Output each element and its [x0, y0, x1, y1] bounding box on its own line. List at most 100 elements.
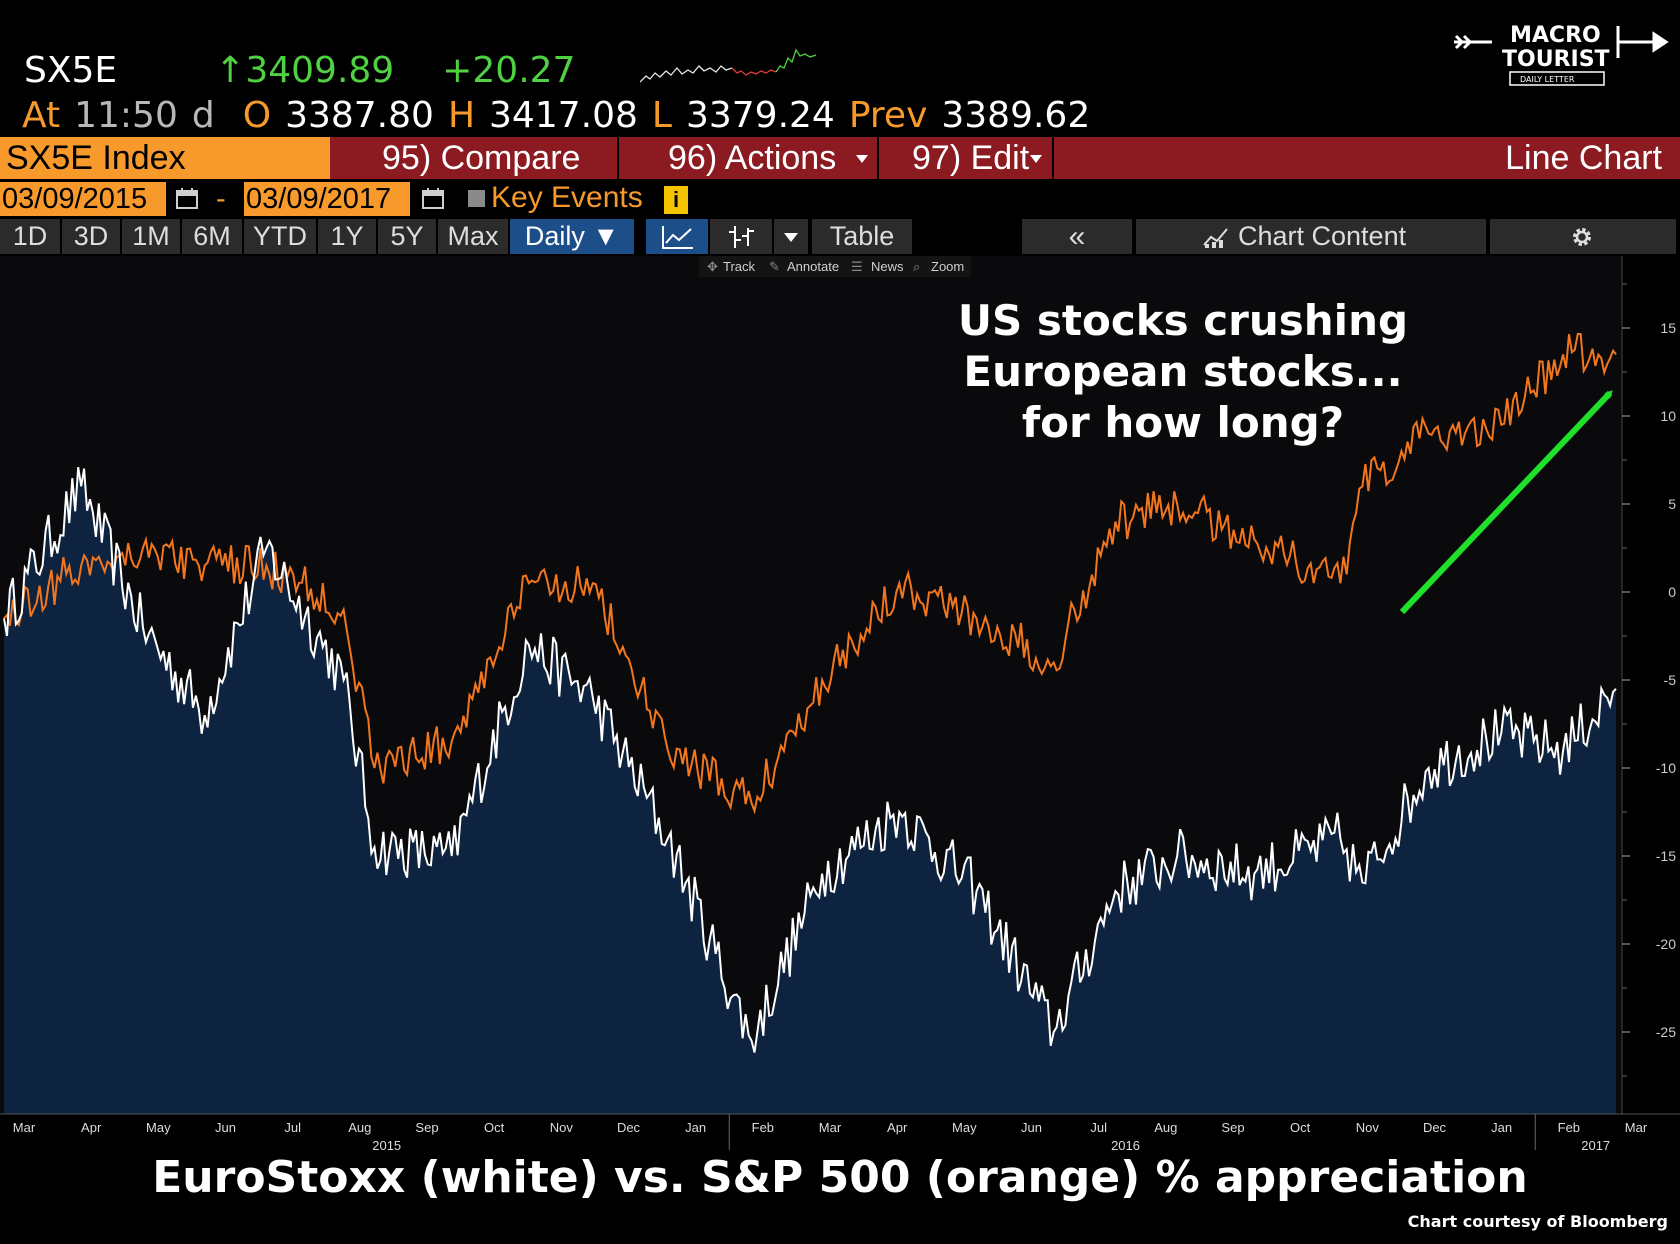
x-tick-label: Sep	[415, 1120, 438, 1135]
logo-line-1: MACRO	[1510, 23, 1601, 48]
x-axis: Mar Apr May Jun Jul Aug Sep Oct Nov Dec Jan Feb Mar A…	[0, 1113, 1680, 1150]
start-date-field[interactable]: 03/09/2015	[0, 182, 166, 216]
x-tick-label: Nov	[550, 1120, 574, 1135]
annotation-line: for how long?	[1022, 398, 1344, 447]
at-label: At	[22, 94, 61, 136]
x-tick-label: Mar	[1625, 1120, 1648, 1135]
ticker-symbol: SX5E	[24, 49, 118, 91]
open-label: O	[242, 94, 272, 136]
actions-button[interactable]: 96) Actions	[668, 139, 837, 177]
range-6m-button[interactable]: 6M	[182, 219, 242, 254]
up-arrow-icon: ↑	[215, 49, 246, 91]
news-icon[interactable]: ☰	[851, 259, 863, 274]
range-1m-button[interactable]: 1M	[122, 219, 180, 254]
range-3d-button[interactable]: 3D	[62, 219, 120, 254]
range-1d-button[interactable]: 1D	[0, 219, 60, 254]
x-tick-label: Aug	[1154, 1120, 1177, 1135]
edit-button[interactable]: 97) Edit	[912, 139, 1030, 177]
y-tick-label: 15	[1660, 320, 1676, 336]
prev-label: Prev	[848, 94, 928, 136]
track-button[interactable]: Track	[723, 259, 756, 274]
eurostoxx-area	[4, 467, 1616, 1114]
low-value: 3379.24	[685, 94, 835, 136]
key-events-checkbox[interactable]	[468, 190, 485, 207]
x-tick-label: Jan	[685, 1120, 706, 1135]
chart-type-dropdown[interactable]	[774, 219, 808, 254]
x-tick-label: Dec	[1423, 1120, 1447, 1135]
y-axis: 15 10 5 0 -5 -10 -15 -20 -25	[1621, 256, 1677, 1114]
x-tick-label: May	[952, 1120, 977, 1135]
range-1y-button[interactable]: 1Y	[318, 219, 376, 254]
bar-chart-button[interactable]	[710, 219, 772, 254]
x-tick-label: Feb	[752, 1120, 774, 1135]
range-max-button[interactable]: Max	[438, 219, 508, 254]
chart-credit: Chart courtesy of Bloomberg	[1407, 1212, 1668, 1231]
x-tick-label: Jan	[1491, 1120, 1512, 1135]
logo-line-3: DAILY LETTER	[1520, 75, 1575, 84]
annotate-button[interactable]: Annotate	[787, 259, 840, 274]
x-tick-label: Aug	[348, 1120, 371, 1135]
x-year-label: 2015	[372, 1138, 401, 1150]
track-icon[interactable]: ✥	[707, 259, 718, 274]
price-chart[interactable]: 15 10 5 0 -5 -10 -15 -20 -25 Mar Apr May Jun Jul Aug S…	[0, 256, 1680, 1150]
gear-icon	[1573, 228, 1591, 246]
x-tick-label: Jul	[1090, 1120, 1107, 1135]
frequency-dropdown[interactable]: Daily ▼	[510, 219, 634, 254]
table-button[interactable]: Table	[812, 219, 912, 254]
annotate-icon[interactable]: ✎	[769, 259, 780, 274]
y-tick-label: -5	[1664, 672, 1677, 688]
x-tick-label: Feb	[1558, 1120, 1580, 1135]
y-tick-label: -25	[1656, 1024, 1676, 1040]
chart-content-icon	[1203, 228, 1228, 248]
edit-chevron-down-icon[interactable]	[1030, 155, 1042, 163]
range-5y-button[interactable]: 5Y	[378, 219, 436, 254]
x-tick-label: Dec	[617, 1120, 641, 1135]
eurostoxx-line	[3, 467, 1617, 1053]
chart-content-button[interactable]: Chart Content	[1136, 219, 1486, 254]
news-button[interactable]: News	[871, 259, 904, 274]
y-tick-label: -10	[1656, 760, 1676, 776]
info-icon[interactable]: i	[664, 186, 688, 214]
actions-chevron-down-icon[interactable]	[856, 155, 868, 163]
view-type-label[interactable]: Line Chart	[1505, 139, 1662, 177]
x-tick-label: Mar	[819, 1120, 842, 1135]
y-tick-label: 0	[1668, 584, 1676, 600]
quote-time: 11:50	[74, 94, 178, 136]
line-chart-button[interactable]	[646, 219, 708, 254]
zoom-button[interactable]: Zoom	[931, 259, 965, 274]
y-tick-label: 5	[1668, 496, 1676, 512]
y-axis-strip	[1622, 256, 1680, 1114]
settings-button[interactable]	[1490, 219, 1676, 254]
x-year-label: 2017	[1581, 1138, 1610, 1150]
annotation-line: European stocks...	[963, 347, 1402, 396]
quote-line-1: SX5E ↑ 3409.89 +20.27	[24, 48, 575, 92]
x-tick-label: Sep	[1221, 1120, 1244, 1135]
x-tick-label: Mar	[13, 1120, 36, 1135]
chevron-down-icon	[784, 233, 798, 242]
annotation-arrow	[1399, 390, 1613, 615]
x-tick-label: Apr	[887, 1120, 908, 1135]
x-tick-label: Nov	[1356, 1120, 1380, 1135]
x-tick-label: Oct	[484, 1120, 505, 1135]
open-value: 3387.80	[285, 94, 434, 136]
security-field[interactable]: SX5E Index	[0, 137, 330, 179]
chart-title: EuroStoxx (white) vs. S&P 500 (orange) %…	[152, 1152, 1528, 1203]
net-change: +20.27	[442, 49, 576, 91]
last-price: 3409.89	[245, 49, 395, 91]
end-date-field[interactable]: 03/09/2017	[244, 182, 410, 216]
compare-button[interactable]: 95) Compare	[382, 139, 581, 177]
logo-line-2: TOURIST	[1502, 47, 1610, 72]
high-label: H	[447, 94, 476, 136]
collapse-button[interactable]: «	[1022, 219, 1132, 254]
start-calendar-icon[interactable]	[172, 182, 202, 216]
chart-content-label: Chart Content	[1238, 221, 1407, 251]
y-tick-label: -20	[1656, 936, 1676, 952]
end-calendar-icon[interactable]	[418, 182, 448, 216]
key-events-label[interactable]: Key Events	[491, 181, 643, 214]
zoom-icon[interactable]: ⌕	[913, 259, 921, 274]
macro-tourist-logo: MACRO TOURIST DAILY LETTER	[1454, 23, 1669, 86]
range-ytd-button[interactable]: YTD	[244, 219, 316, 254]
line-chart-icon	[662, 226, 693, 249]
x-tick-label: Jun	[215, 1120, 236, 1135]
